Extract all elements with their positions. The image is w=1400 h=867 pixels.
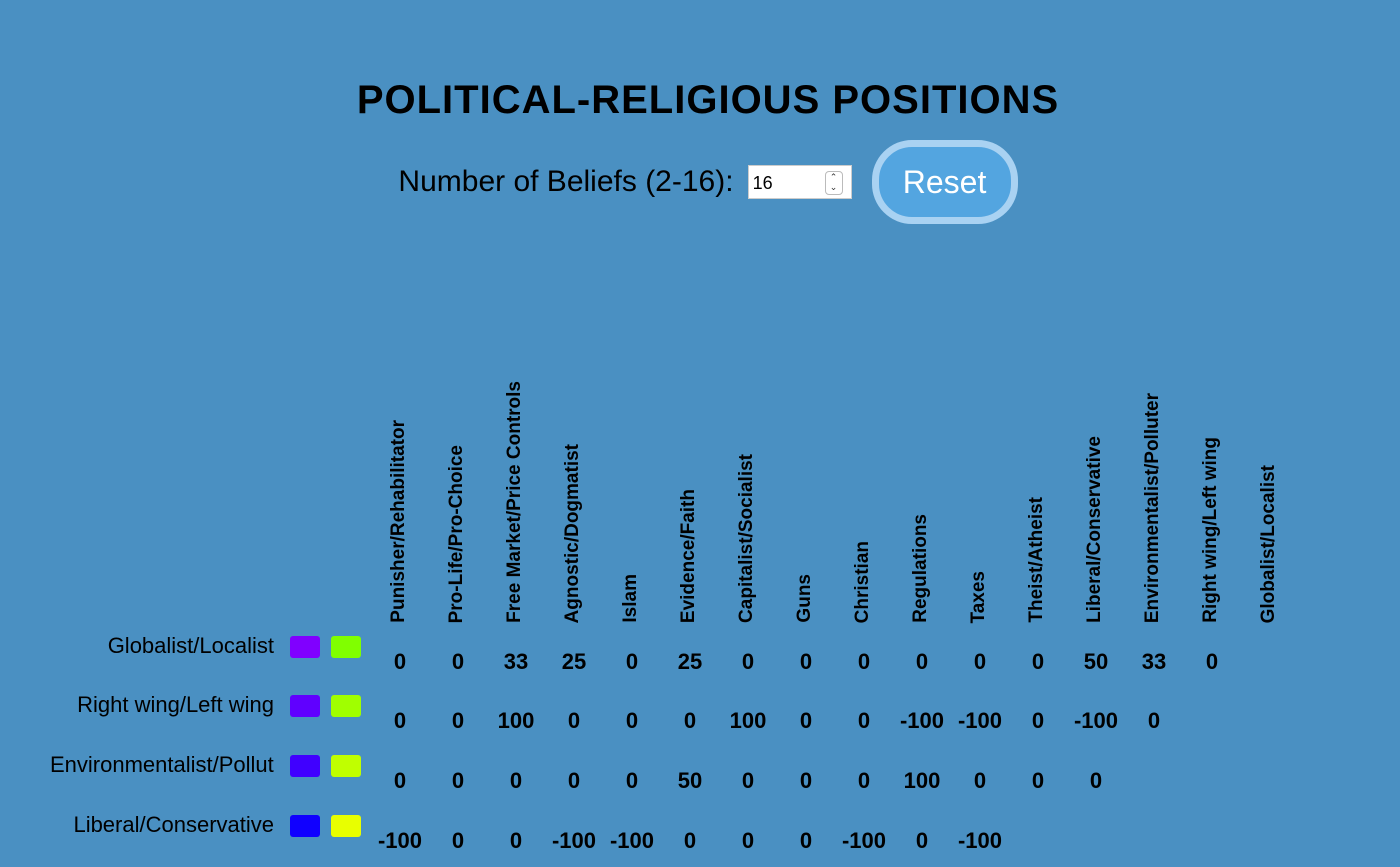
column-header: Guns — [794, 574, 815, 623]
value-cell: 0 — [567, 708, 581, 733]
value-cell: 0 — [625, 768, 639, 793]
color-swatch — [290, 695, 320, 717]
value-cell: 50 — [677, 768, 703, 793]
value-cell: 0 — [683, 828, 697, 853]
row-label: Liberal/Conservative — [73, 812, 274, 837]
column-header: Agnostic/Dogmatist — [562, 443, 583, 623]
column-header: Punisher/Rehabilitator — [388, 420, 409, 623]
value-cell: 0 — [799, 828, 813, 853]
value-cell: 0 — [451, 708, 465, 733]
reset-button[interactable]: Reset — [871, 140, 1018, 224]
value-cell: 0 — [509, 768, 523, 793]
color-swatch — [331, 755, 361, 777]
column-header: Regulations — [910, 514, 931, 623]
value-cell: -100 — [377, 828, 423, 853]
value-cell: 0 — [1205, 649, 1219, 674]
value-cell: 100 — [729, 708, 767, 733]
value-cell: 0 — [625, 708, 639, 733]
color-swatch — [290, 815, 320, 837]
value-cell: 0 — [451, 768, 465, 793]
column-header: Islam — [620, 574, 641, 623]
value-cell: 0 — [1089, 768, 1103, 793]
color-swatch — [331, 815, 361, 837]
column-header: Free Market/Price Controls — [504, 381, 525, 623]
value-cell: -100 — [841, 828, 887, 853]
value-cell: 25 — [677, 649, 703, 674]
value-cell: 0 — [393, 768, 407, 793]
value-cell: 0 — [741, 768, 755, 793]
column-header: Globalist/Localist — [1258, 464, 1279, 623]
column-header: Right wing/Left wing — [1200, 437, 1221, 623]
value-cell: 25 — [561, 649, 587, 674]
value-cell: 0 — [1031, 708, 1045, 733]
value-cell: 50 — [1083, 649, 1109, 674]
value-cell: 0 — [1031, 649, 1045, 674]
column-header: Capitalist/Socialist — [736, 454, 757, 623]
column-header: Environmentalist/Polluter — [1142, 392, 1163, 623]
beliefs-count-label: Number of Beliefs (2-16): — [398, 165, 734, 198]
value-cell: 0 — [799, 708, 813, 733]
value-cell: 0 — [1031, 768, 1045, 793]
value-cell: -100 — [609, 828, 655, 853]
value-cell: -100 — [957, 828, 1003, 853]
value-cell: 0 — [915, 828, 929, 853]
beliefs-count-input[interactable] — [748, 166, 827, 200]
value-cell: 0 — [915, 649, 929, 674]
value-cell: -100 — [957, 708, 1003, 733]
value-cell: -100 — [551, 828, 597, 853]
value-cell: 33 — [1141, 649, 1167, 674]
color-swatch — [290, 636, 320, 658]
column-header: Christian — [852, 540, 873, 623]
value-cell: 0 — [857, 649, 871, 674]
value-cell: 100 — [903, 768, 941, 793]
column-header: Pro-Life/Pro-Choice — [446, 444, 467, 623]
value-cell: 0 — [741, 828, 755, 853]
value-cell: 0 — [799, 768, 813, 793]
page-title: POLITICAL-RELIGIOUS POSITIONS — [356, 78, 1060, 122]
value-cell: 33 — [503, 649, 529, 674]
color-swatch — [331, 695, 361, 717]
column-header: Liberal/Conservative — [1084, 436, 1105, 623]
column-header: Theist/Atheist — [1026, 497, 1047, 623]
value-cell: 0 — [799, 649, 813, 674]
value-cell: 0 — [857, 768, 871, 793]
value-cell: -100 — [899, 708, 945, 733]
value-cell: 0 — [741, 649, 755, 674]
value-cell: 100 — [497, 708, 535, 733]
row-label: Environmentalist/Polluter — [50, 752, 274, 777]
color-swatch — [290, 755, 320, 777]
belief-controls: Number of Beliefs (2-16): ⌃⌄ Reset — [0, 140, 1400, 224]
column-header: Taxes — [968, 570, 989, 623]
beliefs-count-stepper[interactable]: ⌃⌄ — [747, 165, 852, 200]
row-label: Right wing/Left wing — [77, 692, 274, 717]
spinner-arrows-icon[interactable]: ⌃ ⌄ — [824, 171, 843, 195]
value-cell: 0 — [1147, 708, 1161, 733]
value-cell: 0 — [509, 828, 523, 853]
value-cell: 0 — [393, 708, 407, 733]
value-cell: -100 — [1073, 708, 1119, 733]
value-cell: 0 — [683, 708, 697, 733]
value-cell: 0 — [567, 768, 581, 793]
color-swatch — [331, 636, 361, 658]
value-cell: 0 — [973, 768, 987, 793]
column-header: Evidence/Faith — [678, 488, 699, 623]
value-cell: 0 — [451, 649, 465, 674]
value-cell: 0 — [857, 708, 871, 733]
value-cell: 0 — [393, 649, 407, 674]
value-cell: 0 — [451, 828, 465, 853]
row-label: Globalist/Localist — [107, 633, 274, 658]
value-cell: 0 — [625, 649, 639, 674]
value-cell: 0 — [973, 649, 987, 674]
